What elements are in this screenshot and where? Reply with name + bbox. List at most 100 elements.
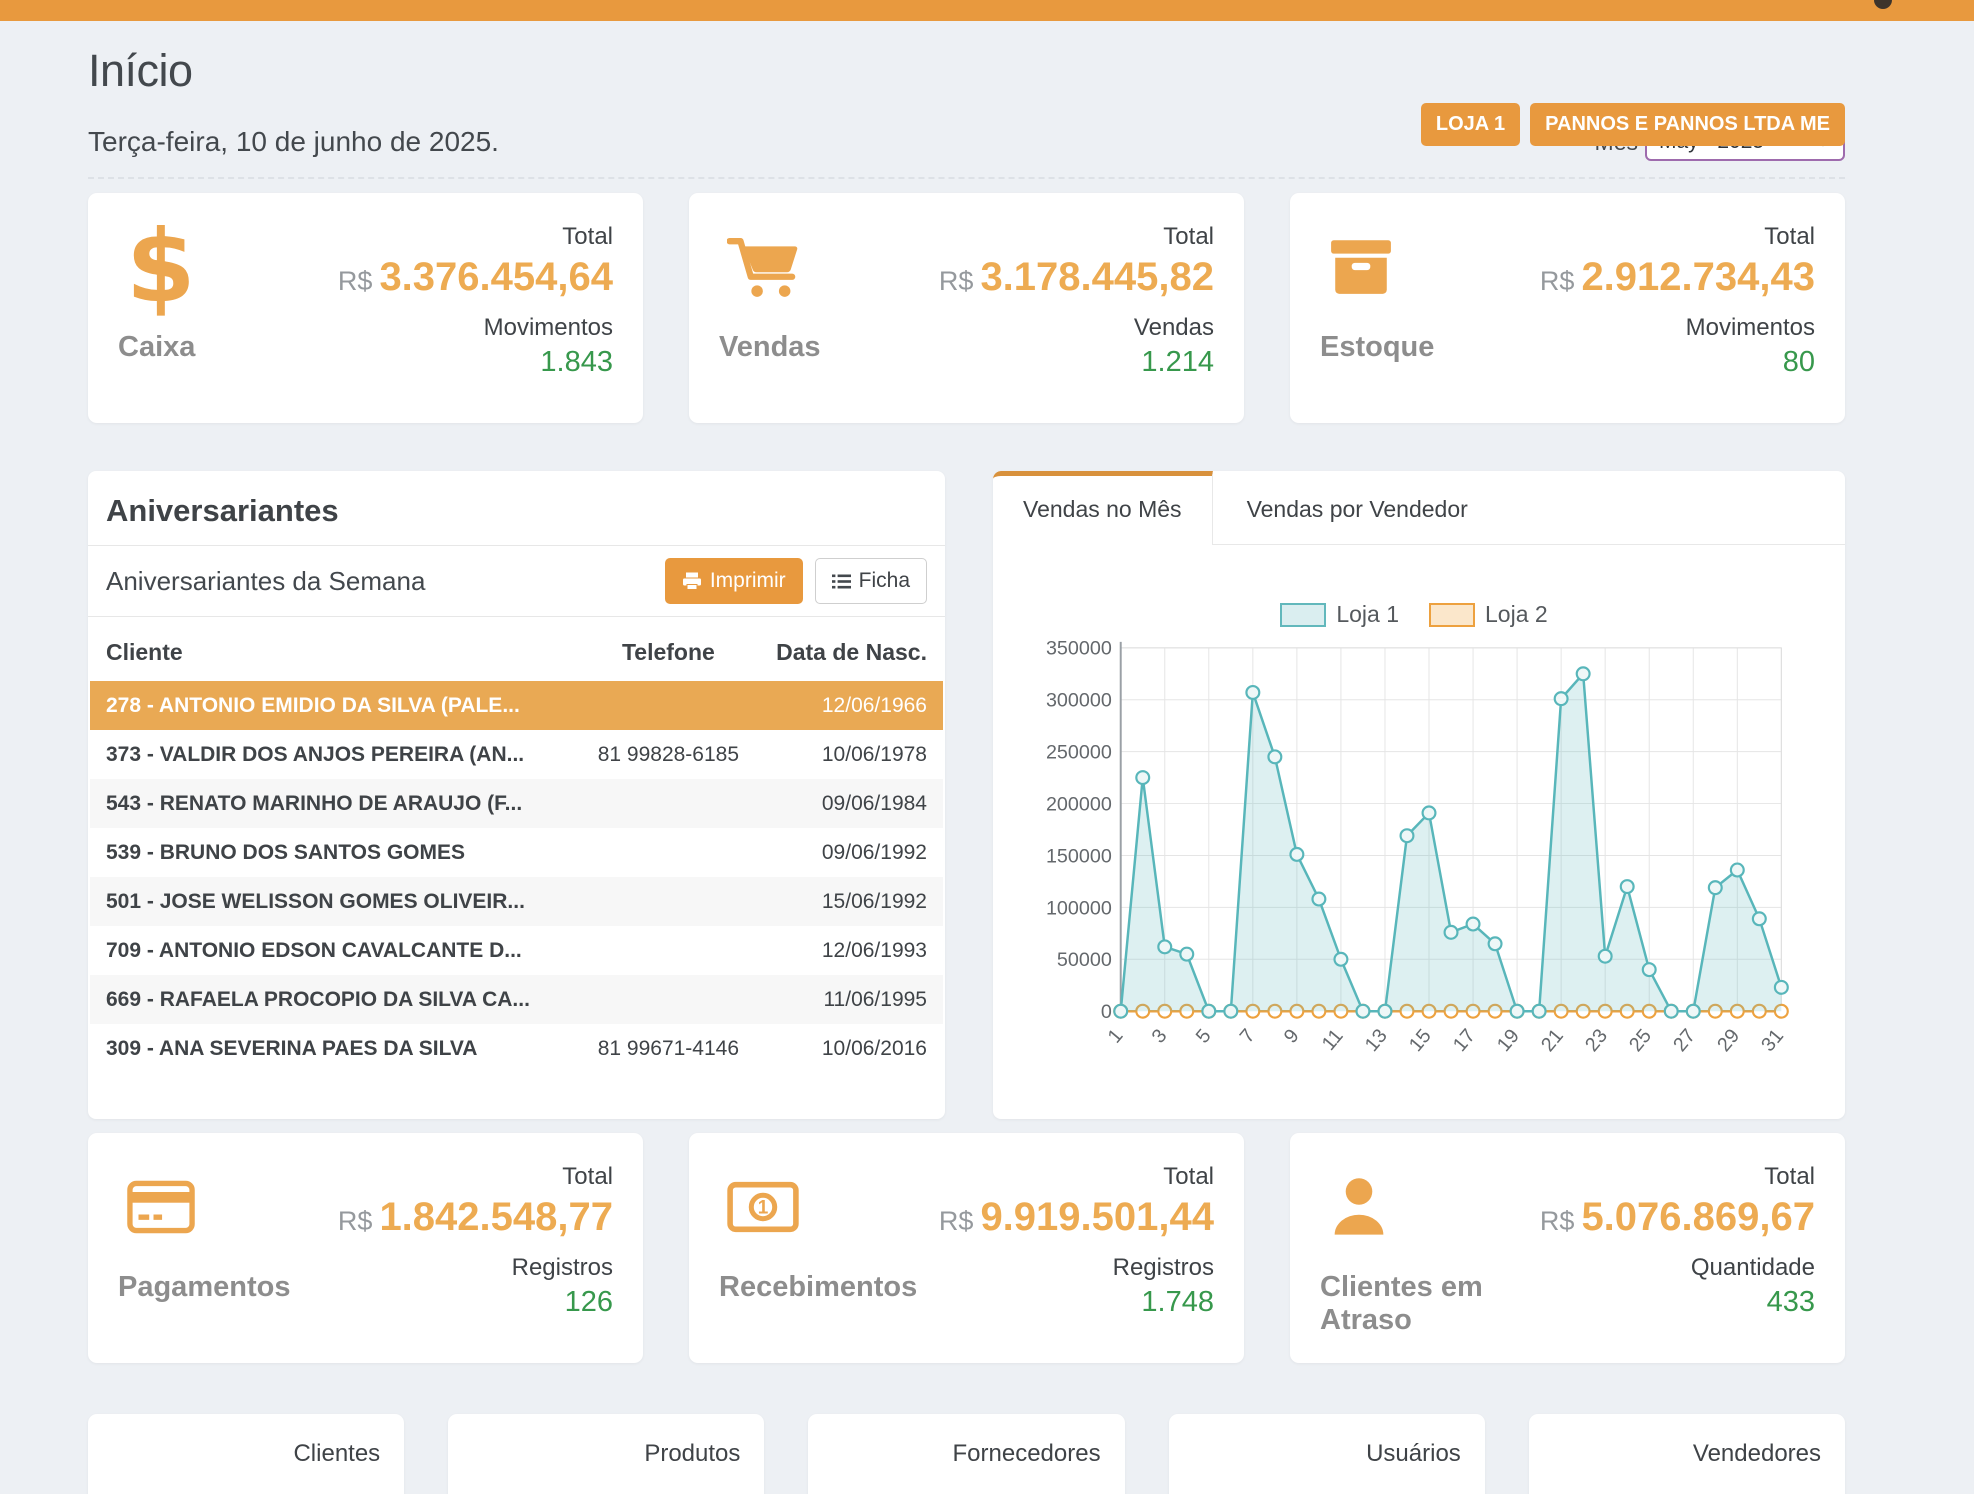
table-row[interactable]: 539 - BRUNO DOS SANTOS GOMES 09/06/1992 — [90, 828, 943, 877]
col-nascimento-header: Data de Nasc. — [763, 639, 927, 666]
birth-cell: 10/06/2016 — [763, 1037, 927, 1061]
client-cell: 501 - JOSE WELISSON GOMES OLIVEIR... — [106, 890, 574, 914]
total-label: Total — [562, 1163, 613, 1191]
client-cell: 543 - RENATO MARINHO DE ARAUJO (F... — [106, 792, 574, 816]
svg-text:11: 11 — [1318, 1025, 1348, 1055]
legend-loja2[interactable]: Loja 2 — [1429, 601, 1548, 628]
svg-text:7: 7 — [1236, 1025, 1260, 1048]
svg-text:300000: 300000 — [1046, 690, 1112, 712]
footer-cards-row: Clientes Produtos Fornecedores Usuários Vend… — [88, 1414, 1845, 1494]
chart-legend: Loja 1 Loja 2 — [1019, 601, 1809, 628]
pagamentos-label: Pagamentos — [118, 1271, 290, 1304]
clientes-atraso-label: Clientes em Atraso — [1320, 1271, 1540, 1337]
footer-card-usuarios[interactable]: Usuários — [1169, 1414, 1485, 1494]
tab-vendas-por-vendedor[interactable]: Vendas por Vendedor — [1213, 471, 1502, 545]
sales-area-chart: 0500001000001500002000002500003000003500… — [1019, 634, 1809, 1067]
count-label: Vendas — [1134, 314, 1214, 342]
footer-card-produtos[interactable]: Produtos — [448, 1414, 764, 1494]
client-cell: 709 - ANTONIO EDSON CAVALCANTE D... — [106, 939, 574, 963]
svg-text:1: 1 — [758, 1198, 769, 1219]
page-title: Início — [88, 45, 1845, 97]
birth-cell: 12/06/1966 — [763, 694, 927, 718]
svg-text:23: 23 — [1581, 1025, 1612, 1056]
store-badge[interactable]: LOJA 1 — [1421, 103, 1520, 146]
estoque-total: R$2.912.734,43 — [1540, 255, 1815, 300]
person-icon — [1328, 1177, 1390, 1237]
pagamentos-card: Pagamentos Total R$1.842.548,77 Registro… — [88, 1133, 643, 1363]
svg-text:1: 1 — [1104, 1025, 1128, 1048]
svg-text:5: 5 — [1192, 1025, 1216, 1048]
phone-cell: 81 99828-6185 — [574, 743, 763, 767]
imprimir-button[interactable]: Imprimir — [665, 558, 803, 604]
footer-card-label: Fornecedores — [832, 1440, 1100, 1468]
birth-cell: 10/06/1978 — [763, 743, 927, 767]
vendas-card: Vendas Total R$3.178.445,82 Vendas 1.214 — [689, 193, 1244, 423]
footer-card-clientes[interactable]: Clientes — [88, 1414, 404, 1494]
table-row[interactable]: 278 - ANTONIO EMIDIO DA SILVA (PALE... 12… — [90, 681, 943, 730]
footer-card-label: Usuários — [1193, 1440, 1461, 1468]
stats-row-top: $ Caixa Total R$3.376.454,64 Movimentos … — [88, 193, 1845, 423]
estoque-card: Estoque Total R$2.912.734,43 Movimentos … — [1290, 193, 1845, 423]
svg-text:19: 19 — [1493, 1025, 1524, 1056]
total-label: Total — [1764, 223, 1815, 251]
estoque-count: 80 — [1783, 346, 1815, 379]
ficha-button[interactable]: Ficha — [815, 558, 927, 604]
table-row[interactable]: 309 - ANA SEVERINA PAES DA SILVA81 99671… — [90, 1024, 943, 1073]
svg-text:100000: 100000 — [1046, 897, 1112, 919]
recebimentos-card: 1 Recebimentos Total R$9.919.501,44 Regi… — [689, 1133, 1244, 1363]
birth-cell: 15/06/1992 — [763, 890, 927, 914]
cart-icon — [727, 236, 801, 298]
top-navbar — [0, 0, 1974, 21]
table-row[interactable]: 501 - JOSE WELISSON GOMES OLIVEIR... 15/0… — [90, 877, 943, 926]
client-cell: 278 - ANTONIO EMIDIO DA SILVA (PALE... — [106, 694, 574, 718]
count-label: Registros — [1113, 1254, 1214, 1282]
birth-cell: 09/06/1992 — [763, 841, 927, 865]
total-label: Total — [1764, 1163, 1815, 1191]
birthdays-table: Cliente Telefone Data de Nasc. 278 - ANT… — [88, 623, 945, 1073]
tab-vendas-no-mes[interactable]: Vendas no Mês — [993, 471, 1213, 545]
total-label: Total — [1163, 1163, 1214, 1191]
vendas-total: R$3.178.445,82 — [939, 255, 1214, 300]
count-label: Registros — [512, 1254, 613, 1282]
svg-text:13: 13 — [1361, 1025, 1392, 1056]
footer-card-label: Vendedores — [1553, 1440, 1821, 1468]
client-cell: 539 - BRUNO DOS SANTOS GOMES — [106, 841, 574, 865]
total-label: Total — [562, 223, 613, 251]
table-row[interactable]: 669 - RAFAELA PROCOPIO DA SILVA CA...11/… — [90, 975, 943, 1024]
caixa-total: R$3.376.454,64 — [338, 255, 613, 300]
legend-loja1[interactable]: Loja 1 — [1280, 601, 1399, 628]
svg-text:0: 0 — [1101, 1001, 1112, 1023]
count-label: Movimentos — [1686, 314, 1815, 342]
current-date: Terça-feira, 10 de junho de 2025. — [88, 126, 499, 158]
stats-row-bottom: Pagamentos Total R$1.842.548,77 Registro… — [88, 1133, 1845, 1363]
svg-text:150000: 150000 — [1046, 845, 1112, 867]
table-row[interactable]: 543 - RENATO MARINHO DE ARAUJO (F... 09/0… — [90, 779, 943, 828]
svg-text:17: 17 — [1449, 1025, 1480, 1056]
clientes-atraso-count: 433 — [1767, 1286, 1815, 1319]
aniversariantes-panel: Aniversariantes Aniversariantes da Seman… — [88, 471, 945, 1119]
recebimentos-total: R$9.919.501,44 — [939, 1195, 1214, 1240]
estoque-label: Estoque — [1320, 331, 1434, 364]
printer-icon — [682, 572, 702, 590]
table-header: Cliente Telefone Data de Nasc. — [90, 623, 943, 681]
svg-text:3: 3 — [1148, 1025, 1172, 1048]
table-row[interactable]: 709 - ANTONIO EDSON CAVALCANTE D...12/06… — [90, 926, 943, 975]
client-cell: 373 - VALDIR DOS ANJOS PEREIRA (AN... — [106, 743, 574, 767]
footer-card-label: Clientes — [112, 1440, 380, 1468]
caixa-count: 1.843 — [540, 346, 613, 379]
divider — [88, 616, 945, 617]
recebimentos-count: 1.748 — [1141, 1286, 1214, 1319]
col-telefone-header: Telefone — [574, 639, 763, 666]
svg-text:350000: 350000 — [1046, 638, 1112, 660]
company-badge[interactable]: PANNOS E PANNOS LTDA ME — [1530, 103, 1845, 146]
birth-cell: 09/06/1984 — [763, 792, 927, 816]
svg-text:50000: 50000 — [1057, 949, 1112, 971]
avatar[interactable] — [1874, 0, 1892, 9]
footer-card-vendedores[interactable]: Vendedores — [1529, 1414, 1845, 1494]
vendas-count: 1.214 — [1141, 346, 1214, 379]
footer-card-fornecedores[interactable]: Fornecedores — [808, 1414, 1124, 1494]
credit-card-icon — [126, 1177, 196, 1237]
count-label: Movimentos — [484, 314, 613, 342]
table-row[interactable]: 373 - VALDIR DOS ANJOS PEREIRA (AN...81 … — [90, 730, 943, 779]
sales-chart-panel: Vendas no Mês Vendas por Vendedor Loja 1… — [993, 471, 1845, 1119]
